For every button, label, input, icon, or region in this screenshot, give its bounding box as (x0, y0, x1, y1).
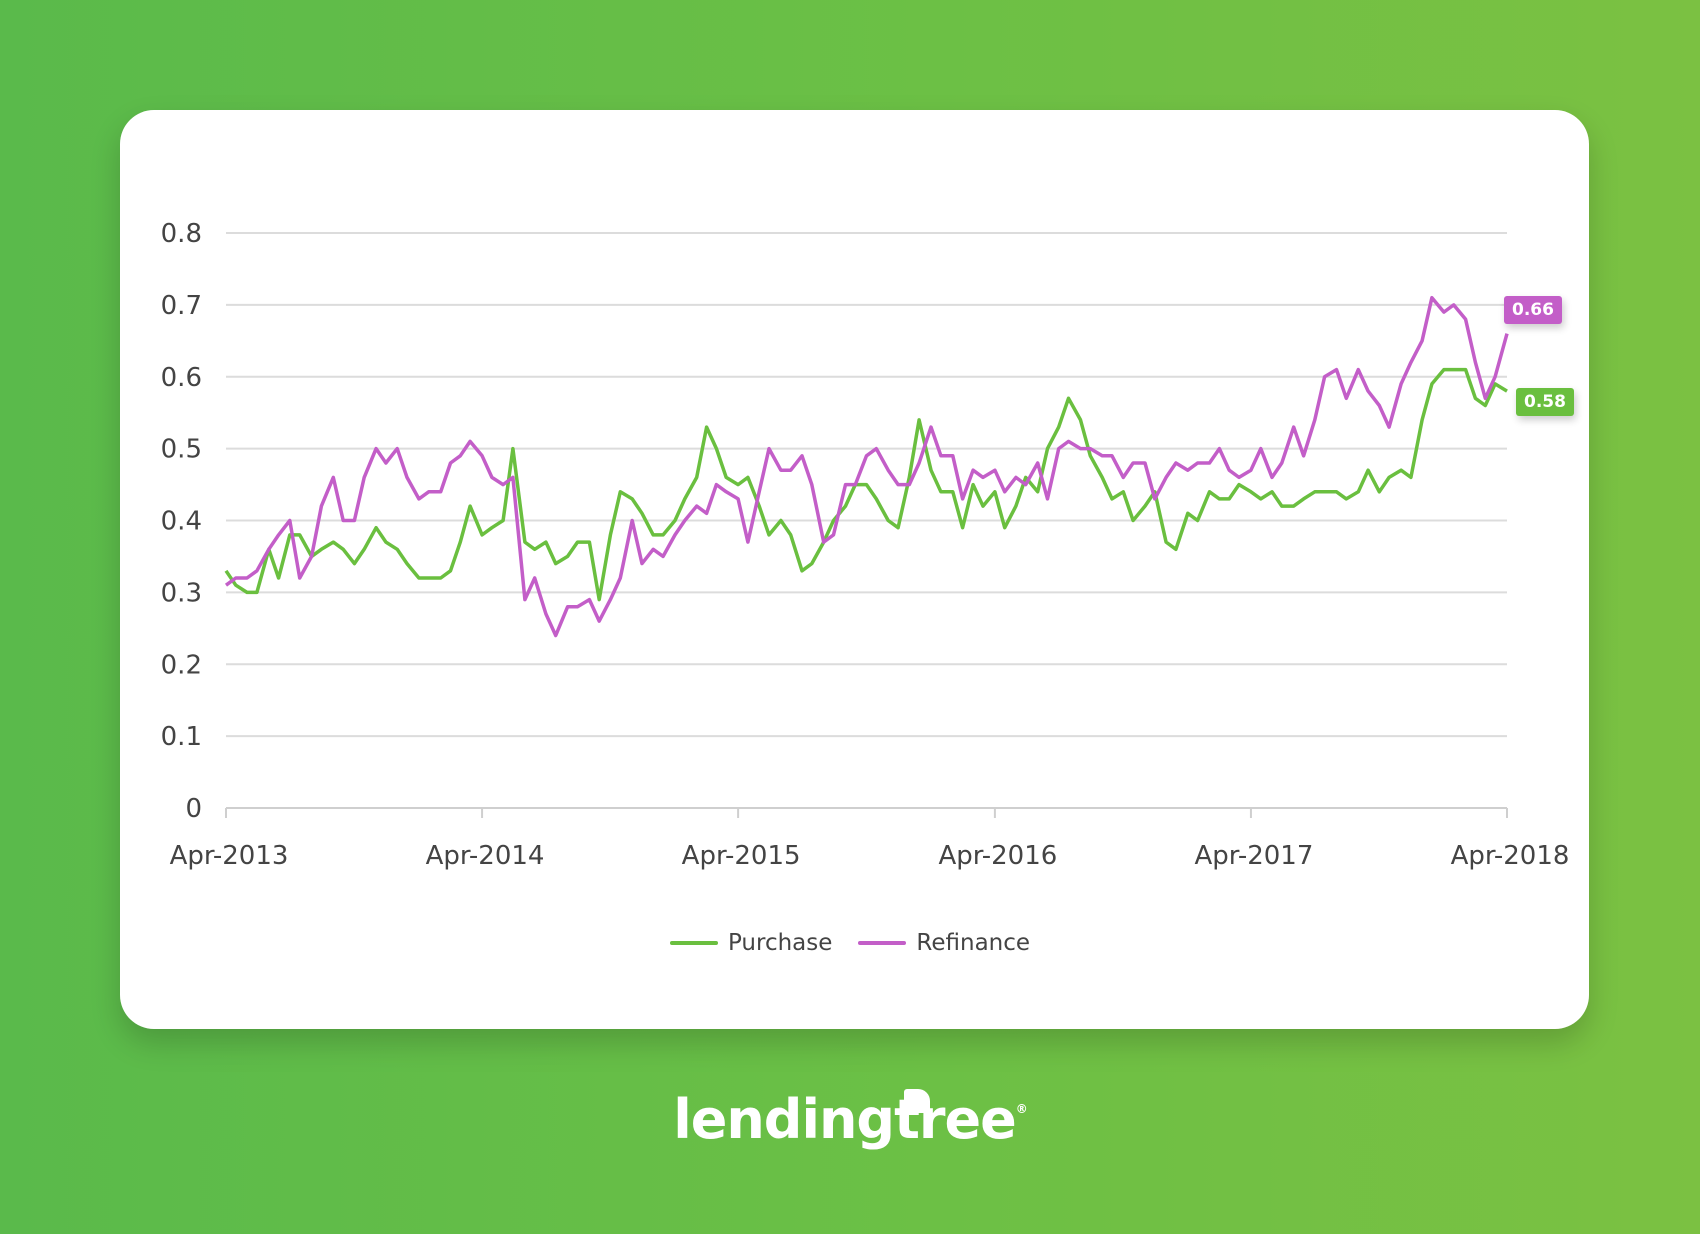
legend-label-purchase: Purchase (727, 930, 833, 956)
x-tick-label: Apr-2013 (170, 841, 289, 871)
lendingtree-logo: lendingtree® (0, 1088, 1700, 1151)
series-line-refinance (224, 295, 1509, 638)
y-tick-label: 0.3 (161, 578, 202, 608)
legend-item-refinance[interactable]: Refinance (858, 930, 1030, 956)
y-tick-label: 0.8 (161, 219, 202, 249)
legend: Purchase Refinance (0, 930, 1700, 956)
x-tick-label: Apr-2016 (938, 841, 1057, 871)
legend-swatch-purchase (669, 941, 718, 945)
y-tick-label: 0.7 (161, 291, 202, 321)
x-tick-label: Apr-2014 (426, 841, 545, 871)
x-tick-label: Apr-2015 (682, 841, 801, 871)
logo-leaf-icon (904, 1089, 930, 1113)
y-tick-label: 0 (185, 794, 202, 824)
y-tick-label: 0.4 (161, 507, 202, 537)
y-tick-label: 0.1 (161, 722, 202, 752)
series-line-purchase (224, 367, 1508, 602)
y-tick-label: 0.6 (161, 363, 202, 393)
x-tick-label: Apr-2017 (1195, 841, 1314, 871)
chart-card (120, 110, 1589, 1029)
logo-text: lendingtree (673, 1088, 1017, 1151)
logo-registered-mark: ® (1015, 1102, 1028, 1116)
purchase-end-label: 0.58 (1516, 388, 1574, 416)
legend-label-refinance: Refinance (916, 930, 1031, 956)
y-tick-label: 0.5 (161, 435, 202, 465)
y-tick-label: 0.2 (161, 650, 202, 680)
legend-item-purchase[interactable]: Purchase (669, 930, 833, 956)
legend-swatch-refinance (858, 941, 907, 945)
refinance-end-label: 0.66 (1504, 296, 1562, 324)
x-tick-label: Apr-2018 (1451, 841, 1570, 871)
